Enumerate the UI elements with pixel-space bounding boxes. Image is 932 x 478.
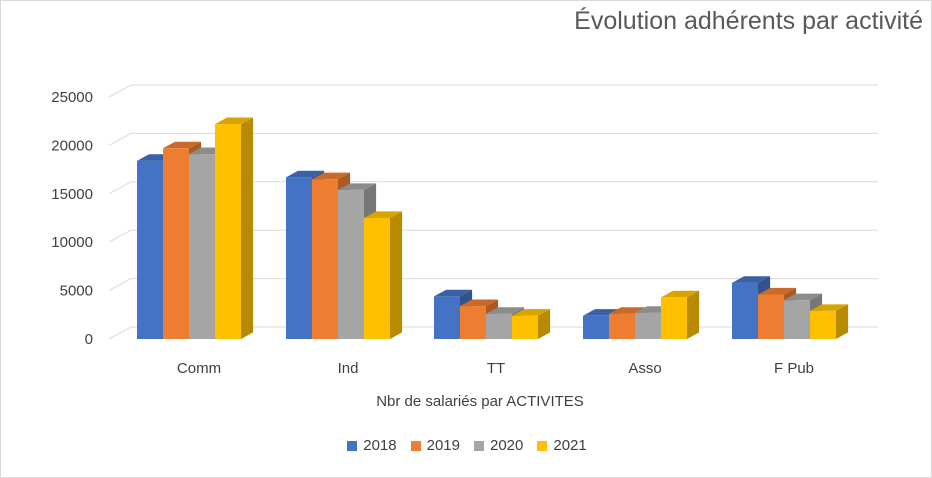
bar-tt-2021 — [512, 315, 538, 339]
y-tick-label-4: 20000 — [51, 137, 93, 154]
legend-item-2020: 2020 — [474, 437, 523, 454]
bar-comm-2019 — [163, 148, 189, 339]
wall-gridline-2 — [108, 229, 132, 243]
x-tick-label-comm: Comm — [177, 360, 221, 377]
legend-item-2018: 2018 — [347, 437, 397, 454]
bar-f-pub-2019-top — [758, 287, 797, 295]
legend-swatch-2018 — [347, 440, 358, 451]
bar-comm-2021-side — [241, 117, 254, 339]
bar-tt-2021-side — [538, 309, 551, 339]
legend-label-2018: 2018 — [363, 437, 397, 454]
wall-gridline-1 — [108, 278, 132, 292]
y-tick-label-2: 10000 — [51, 234, 93, 251]
bar-tt-2020-top — [486, 307, 525, 314]
bar-asso-2021-top — [661, 290, 700, 298]
legend-item-2019: 2019 — [410, 437, 460, 454]
bar-tt-2021-top — [512, 309, 551, 316]
legend-item-2021: 2021 — [537, 437, 587, 454]
bar-f-pub-2021-side — [836, 304, 849, 339]
bar-tt-2019-top — [460, 299, 499, 307]
bar-ind-2018 — [286, 177, 312, 339]
legend-label-2020: 2020 — [490, 437, 524, 454]
y-tick-label-0: 0 — [85, 331, 93, 348]
legend-swatch-2021 — [537, 440, 548, 451]
bar-f-pub-2018 — [732, 282, 758, 339]
bar-ind-2020 — [338, 189, 364, 339]
x-tick-label-tt: TT — [487, 360, 505, 377]
wall-gridline-4 — [108, 132, 132, 146]
legend-label-2019: 2019 — [426, 437, 460, 454]
bar-asso-2019 — [609, 313, 635, 339]
bar-ind-2019-top — [312, 172, 351, 180]
bar-tt-2018-top — [434, 289, 473, 297]
bar-asso-2021-side — [687, 290, 700, 339]
x-tick-label-ind: Ind — [338, 360, 359, 377]
bar-f-pub-2020 — [784, 300, 810, 339]
bar-asso-2020 — [635, 312, 661, 339]
y-tick-label-1: 5000 — [60, 283, 93, 300]
y-tick-label-5: 25000 — [51, 89, 93, 106]
bar-comm-2020 — [189, 154, 215, 339]
bar-comm-2021-top — [215, 117, 254, 125]
y-tick-label-3: 15000 — [51, 186, 93, 203]
bar-tt-2020 — [486, 313, 512, 339]
bar-tt-2019 — [460, 306, 486, 339]
bar-tt-2018 — [434, 296, 460, 339]
bar-ind-2021-top — [364, 211, 403, 218]
wall-gridline-0 — [108, 326, 132, 340]
bar-f-pub-2020-top — [784, 293, 823, 301]
bar-ind-2020-top — [338, 183, 377, 190]
x-axis-title: Nbr de salariés par ACTIVITES — [376, 393, 584, 410]
bar-comm-2021 — [215, 124, 241, 339]
bar-comm-2018 — [137, 160, 163, 339]
legend-swatch-2020 — [474, 440, 484, 451]
bar-asso-2018 — [583, 315, 609, 339]
x-tick-label-asso: Asso — [628, 360, 661, 377]
wall-gridline-3 — [108, 181, 132, 195]
legend-label-2021: 2021 — [553, 437, 587, 454]
bar-ind-2019 — [312, 179, 338, 339]
wall-gridline-5 — [108, 84, 132, 98]
bar-ind-2021-side — [390, 211, 403, 339]
bar-ind-2018-top — [286, 170, 325, 178]
bar-f-pub-2019 — [758, 294, 784, 339]
bar-asso-2021 — [661, 297, 687, 339]
x-tick-label-f-pub: F Pub — [774, 360, 814, 377]
bar-comm-2019-top — [163, 141, 202, 149]
bar-f-pub-2021 — [810, 310, 836, 339]
bar-f-pub-2021-top — [810, 304, 849, 311]
chart-legend: 2018 2019 2020 2021 — [1, 437, 932, 454]
legend-swatch-2019 — [410, 440, 421, 451]
chart-title: Évolution adhérents par activité — [574, 7, 923, 35]
bar-f-pub-2018-top — [732, 276, 771, 283]
bar-ind-2021 — [364, 218, 390, 339]
